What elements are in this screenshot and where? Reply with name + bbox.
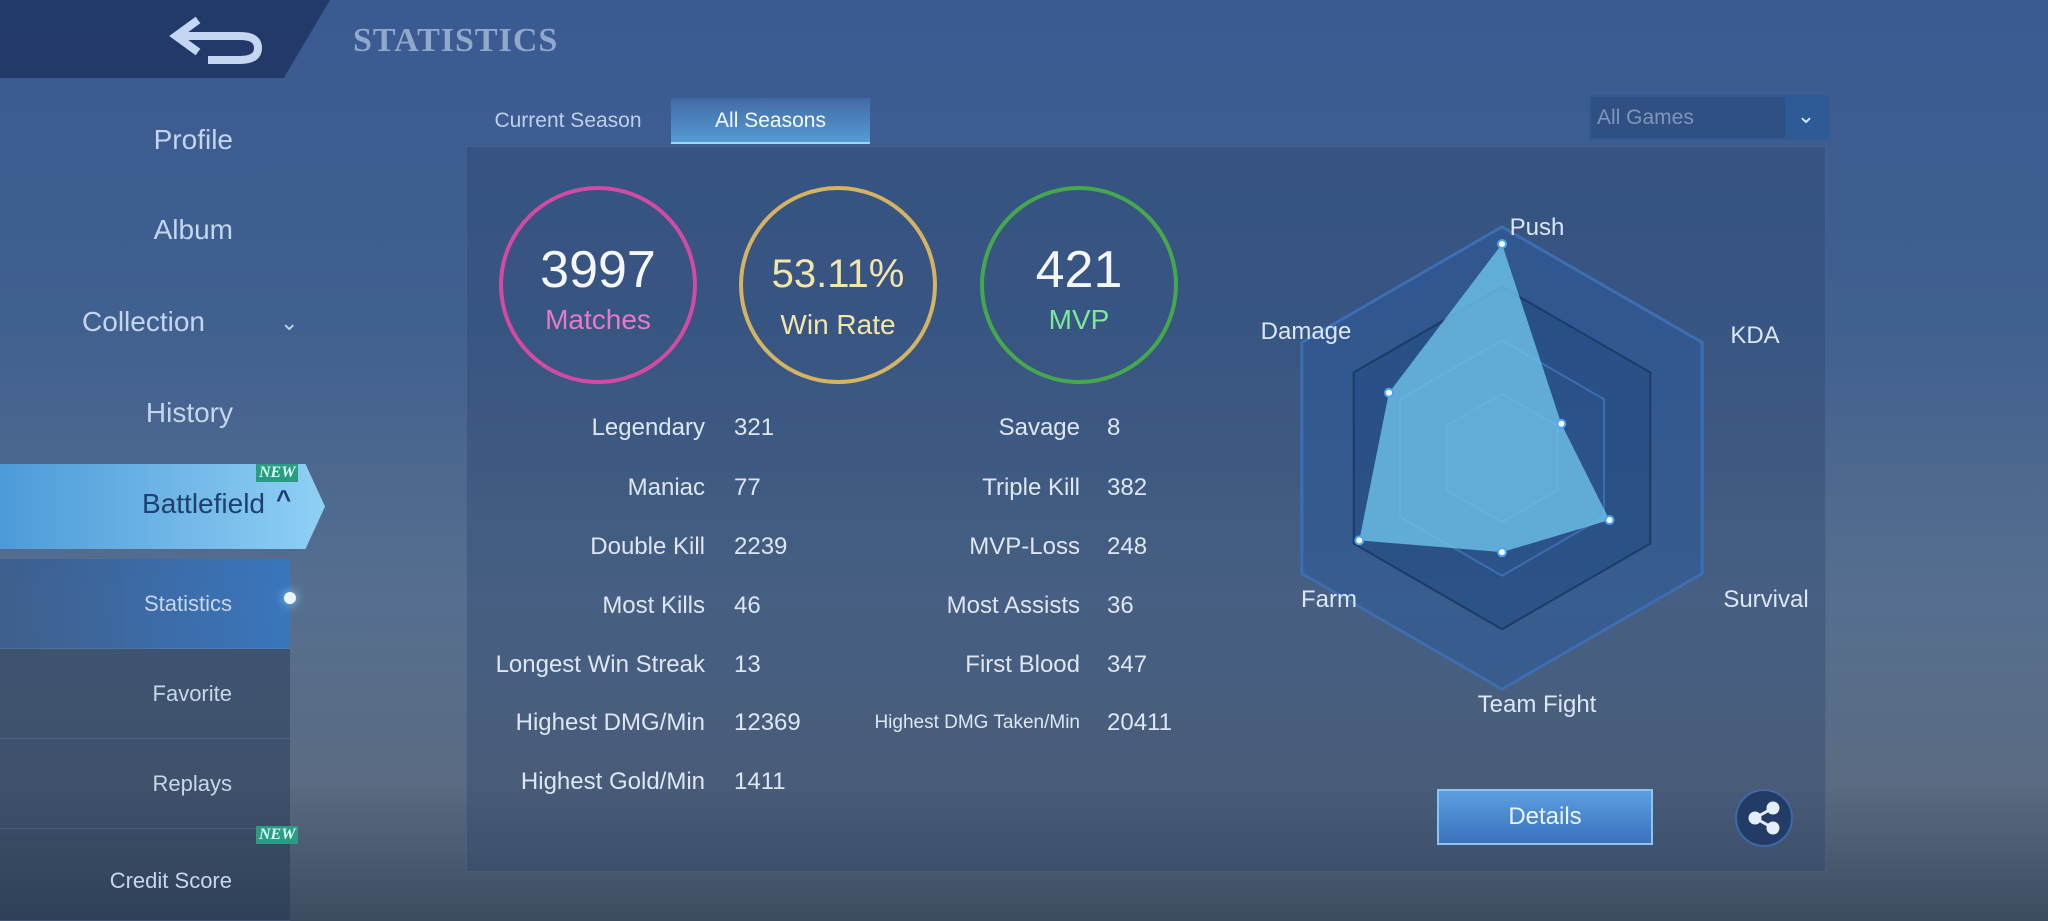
stat-value: 382 — [1107, 474, 1148, 501]
sidebar-item-profile[interactable]: Profile — [153, 124, 233, 155]
stat-label: Highest DMG/Min — [515, 709, 705, 736]
back-button[interactable] — [168, 14, 268, 66]
stat-value: 2239 — [734, 533, 788, 560]
share-icon — [1748, 801, 1780, 835]
radar-point-team-fight — [1497, 547, 1507, 558]
stat-value: 248 — [1107, 533, 1148, 560]
sidebar-sub-credit-score[interactable]: Credit Score — [0, 829, 290, 921]
stat-value: 347 — [1107, 651, 1148, 678]
game-filter-dropdown[interactable]: All Games ⌄ — [1589, 95, 1829, 140]
radar-axis-label: Survival — [1723, 586, 1809, 613]
mvp-value: 421 — [1035, 241, 1123, 299]
stat-label: Triple Kill — [982, 474, 1080, 501]
stat-label: Maniac — [627, 474, 705, 501]
page-title: STATISTICS — [353, 22, 559, 59]
stat-value: 36 — [1107, 592, 1134, 619]
stat-label: Highest Gold/Min — [520, 768, 705, 795]
new-badge: NEW — [256, 826, 299, 844]
radar-axis-label: KDA — [1730, 322, 1780, 349]
radar-point-farm — [1354, 535, 1365, 546]
sidebar-item-collection[interactable]: Collection — [0, 306, 290, 338]
matches-label: Matches — [545, 304, 651, 335]
stat-label: Double Kill — [590, 533, 705, 560]
stat-value: 77 — [734, 474, 761, 501]
stat-value: 321 — [734, 414, 775, 441]
stat-value: 46 — [734, 592, 761, 619]
stat-label: First Blood — [965, 651, 1080, 678]
stat-value: 1411 — [734, 768, 786, 795]
stat-label: MVP-Loss — [969, 533, 1080, 560]
tab-current-season[interactable]: Current Season — [494, 109, 642, 132]
collection-label: Collection — [82, 306, 205, 337]
win-rate-circle: 53.11% Win Rate — [739, 186, 937, 384]
mvp-label: MVP — [1048, 304, 1110, 335]
stat-label: Highest DMG Taken/Min — [874, 712, 1080, 733]
stat-value: 20411 — [1107, 709, 1172, 736]
radar-data-area — [1359, 244, 1610, 553]
radar-axis-label: Team Fight — [1477, 691, 1597, 718]
dropdown-value: All Games — [1597, 106, 1694, 129]
radar-axis-label: Damage — [1260, 318, 1352, 345]
sidebar-sub-favorite[interactable]: Favorite — [0, 649, 290, 739]
stat-label: Savage — [998, 414, 1080, 441]
chevron-down-icon: ⌄ — [1785, 97, 1827, 138]
sidebar-sub-statistics[interactable]: Statistics — [0, 559, 290, 649]
back-arrow-icon — [169, 16, 263, 64]
sidebar-item-album[interactable]: Album — [153, 214, 233, 245]
tab-all-seasons[interactable]: All Seasons — [671, 98, 870, 144]
stat-label: Most Kills — [602, 592, 705, 619]
stat-label: Legendary — [591, 414, 705, 441]
mvp-circle: 421 MVP — [980, 186, 1178, 384]
chevron-down-icon: ⌄ — [280, 310, 299, 335]
radar-chart — [1300, 225, 1704, 691]
share-button[interactable] — [1735, 789, 1793, 847]
radar-point-survival — [1604, 515, 1615, 526]
win-rate-value: 53.11% — [771, 252, 905, 296]
stat-label: Longest Win Streak — [495, 651, 705, 678]
battlefield-label: Battlefield — [142, 488, 265, 519]
sidebar-item-history[interactable]: History — [145, 397, 233, 428]
win-rate-label: Win Rate — [780, 309, 896, 340]
header-corner — [0, 0, 330, 78]
stat-value: 12369 — [734, 709, 801, 736]
stat-label: Most Assists — [946, 592, 1080, 619]
active-dot-icon — [284, 592, 296, 604]
radar-point-damage — [1383, 387, 1394, 398]
matches-circle: 3997 Matches — [499, 186, 697, 384]
radar-point-push — [1497, 239, 1507, 249]
radar-axis-label: Farm — [1301, 586, 1357, 613]
radar-point-kda — [1556, 418, 1567, 429]
radar-axis-label: Push — [1509, 214, 1565, 241]
new-badge: NEW — [256, 464, 299, 482]
chevron-up-icon: ^ — [276, 484, 292, 514]
matches-value: 3997 — [540, 241, 656, 299]
details-button[interactable]: Details — [1437, 789, 1653, 845]
stat-value: 8 — [1107, 414, 1121, 441]
stat-value: 13 — [734, 651, 761, 678]
sidebar-sub-replays[interactable]: Replays — [0, 739, 290, 829]
